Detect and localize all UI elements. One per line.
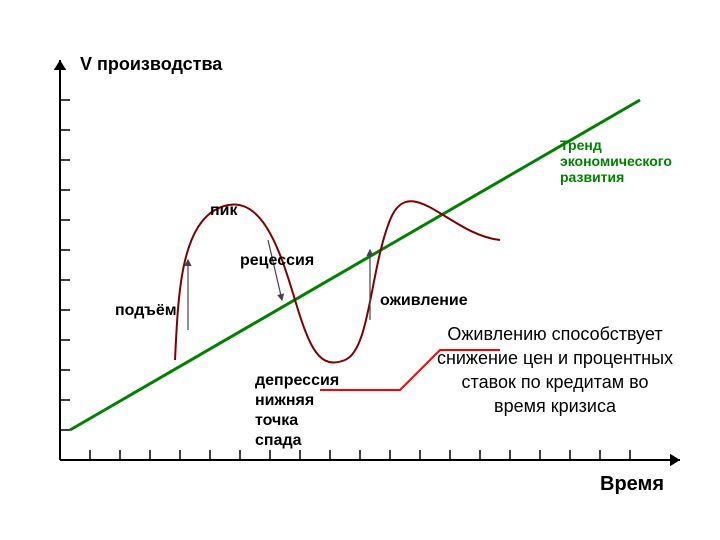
y-axis-label: V производства: [80, 54, 223, 74]
x-axis-label: Время: [600, 473, 664, 495]
label-recession: рецессия: [240, 252, 314, 269]
label-revival: оживление: [380, 292, 468, 309]
trend-label: Трендэкономическогоразвития: [560, 137, 672, 185]
business-cycle-chart: Трендэкономическогоразвития подъём пик р…: [0, 0, 720, 540]
label-depression: депрессиянижняяточкаспада: [255, 372, 339, 449]
annotation-text: Оживлению способствуетснижение цен и про…: [437, 324, 673, 416]
label-rise: подъём: [115, 302, 177, 319]
label-peak: пик: [210, 202, 239, 219]
